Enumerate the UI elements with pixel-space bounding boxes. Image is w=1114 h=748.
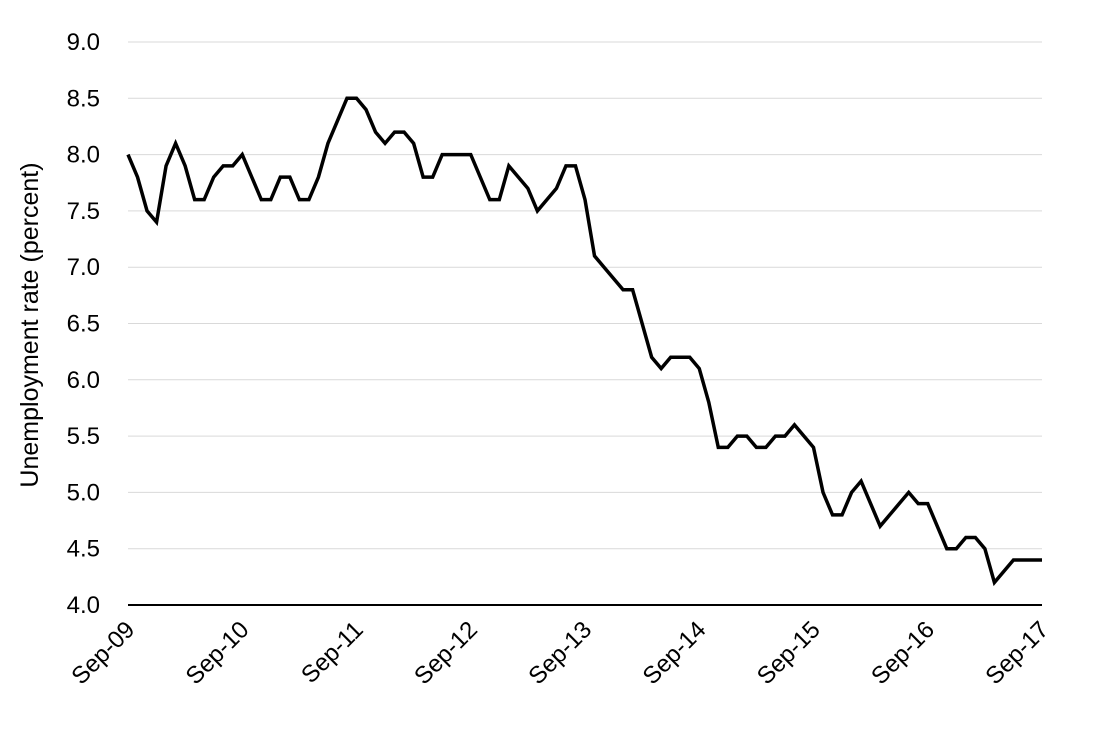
x-tick-label: Sep-13 — [523, 616, 597, 690]
y-axis-title: Unemployment rate (percent) — [16, 162, 44, 487]
x-tick-label: Sep-09 — [66, 616, 140, 690]
y-tick-label: 4.5 — [67, 536, 100, 563]
y-tick-label: 5.0 — [67, 479, 100, 506]
x-tick-label: Sep-16 — [866, 616, 940, 690]
y-axis-tick-labels: 9.0 8.5 8.0 7.5 7.0 6.5 6.0 5.5 5.0 4.5 4.0 — [67, 29, 100, 619]
x-tick-label: Sep-14 — [638, 616, 712, 690]
x-tick-label: Sep-12 — [409, 616, 483, 690]
y-tick-label: 6.0 — [67, 367, 100, 394]
y-tick-label: 8.0 — [67, 142, 100, 169]
y-tick-label: 5.5 — [67, 423, 100, 450]
y-tick-label: 8.5 — [67, 85, 100, 112]
series-line-0 — [126, 96, 1042, 587]
y-tick-label: 4.0 — [67, 592, 100, 619]
x-tick-label: Sep-10 — [181, 616, 255, 690]
y-tick-label: 7.5 — [67, 198, 100, 225]
x-tick-label: Sep-11 — [296, 616, 369, 689]
x-tick-label: Sep-15 — [752, 616, 826, 690]
series-group — [126, 96, 1042, 587]
y-tick-label: 6.5 — [67, 311, 100, 338]
gridlines — [128, 41, 1042, 550]
x-tick-label: Sep-17 — [980, 616, 1054, 690]
y-tick-label: 7.0 — [67, 254, 100, 281]
x-axis-tick-labels: Sep-09 Sep-10 Sep-11 Sep-12 Sep-13 Sep-14 Sep-… — [66, 616, 1054, 690]
y-tick-label: 9.0 — [67, 29, 100, 56]
